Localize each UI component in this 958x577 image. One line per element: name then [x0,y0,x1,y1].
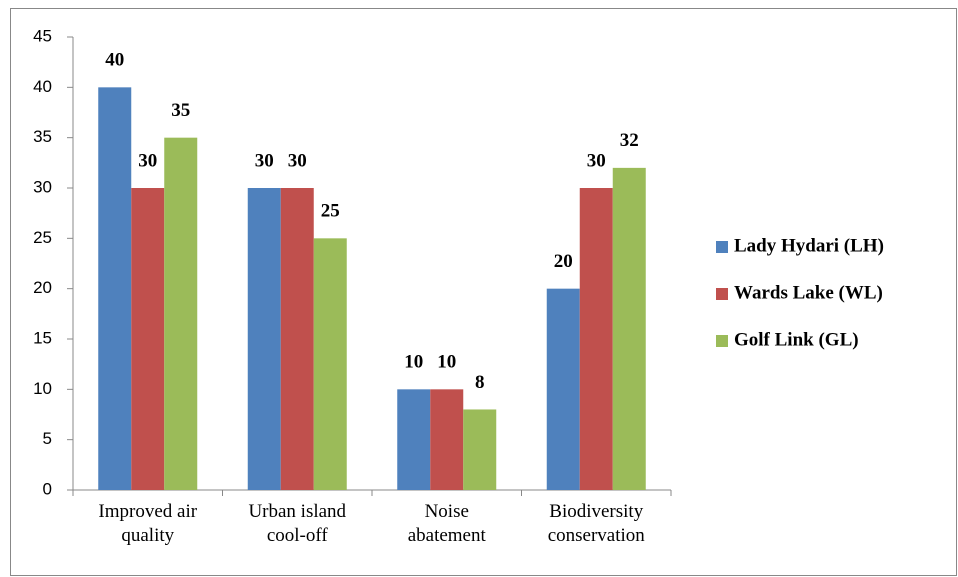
y-tick-label: 20 [33,278,52,297]
y-tick-label: 40 [33,77,52,96]
bar [280,188,314,490]
value-label: 8 [475,372,485,393]
value-label: 30 [255,150,274,171]
value-label: 40 [105,50,124,71]
x-tick-label: Urban island cool-off [248,501,347,546]
chart-frame [10,8,957,576]
bar [313,238,347,490]
bar [579,188,613,490]
y-tick-label: 25 [33,228,52,247]
x-tick-label: Biodiversity conservation [547,501,645,546]
x-tick-label: Improved air quality [98,501,198,546]
value-label: 10 [437,352,456,373]
legend-label: Wards Lake (WL) [734,282,883,303]
value-label: 32 [620,130,639,151]
value-label: 20 [554,251,573,272]
y-tick-label: 45 [33,26,52,45]
y-tick-label: 10 [33,379,52,398]
bar [397,389,431,490]
bar [164,137,198,490]
y-tick-label: 5 [43,429,52,448]
legend-swatch [716,288,728,300]
x-tick-label: Noise abatement [407,501,486,546]
legend-swatch [716,241,728,253]
bar [463,409,497,490]
y-tick-label: 0 [43,479,52,498]
bar [546,288,580,490]
bar [612,167,646,490]
legend-swatch [716,335,728,347]
legend-label: Lady Hydari (LH) [734,235,884,256]
bar [430,389,464,490]
value-label: 30 [587,150,606,171]
bar [98,87,132,490]
bar [131,188,165,490]
value-label: 35 [171,100,190,121]
y-tick-label: 35 [33,127,52,146]
legend-label: Golf Link (GL) [734,329,859,350]
value-label: 25 [321,201,340,222]
value-label: 30 [138,150,157,171]
value-label: 30 [288,150,307,171]
y-tick-label: 30 [33,177,52,196]
y-tick-label: 15 [33,328,52,347]
bar [247,188,281,490]
value-label: 10 [404,352,423,373]
